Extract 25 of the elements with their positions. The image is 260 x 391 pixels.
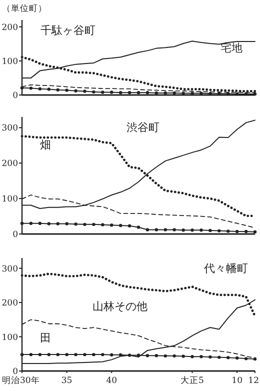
x-tick-label: 明治30年 bbox=[2, 375, 40, 386]
x-tick-label: 12 bbox=[248, 376, 259, 386]
y-tick-label: 100 bbox=[2, 194, 18, 205]
chart-title: 千駄ヶ谷町 bbox=[40, 24, 96, 37]
y-tick-label: 0 bbox=[12, 91, 18, 101]
y-tick-label: 100 bbox=[2, 56, 18, 67]
x-tick-label: 35 bbox=[61, 376, 72, 386]
y-tick-label: 0 bbox=[12, 230, 18, 240]
chart-title: 代々幡町 bbox=[203, 262, 248, 275]
y-tick-label: 0 bbox=[12, 367, 18, 377]
x-tick-label: 40 bbox=[106, 376, 118, 386]
x-tick-label: 10 bbox=[232, 376, 242, 386]
y-tick-label: 300 bbox=[2, 124, 18, 134]
annotation: 山林その他 bbox=[92, 300, 148, 313]
y-tick-label: 200 bbox=[2, 159, 18, 170]
y-tick-label: 100 bbox=[2, 332, 18, 343]
chart-title: 渋谷町 bbox=[126, 121, 160, 134]
x-tick-label: 大正5 bbox=[180, 375, 204, 386]
annotation: 田 bbox=[40, 332, 51, 345]
y-tick-label: 200 bbox=[2, 298, 18, 309]
y-axis-title: （単位町） bbox=[2, 3, 47, 14]
annotation: 畑 bbox=[40, 138, 51, 152]
y-tick-label: 300 bbox=[2, 264, 18, 274]
y-tick-label: 200 bbox=[2, 22, 18, 33]
annotation: 宅地 bbox=[220, 42, 243, 54]
